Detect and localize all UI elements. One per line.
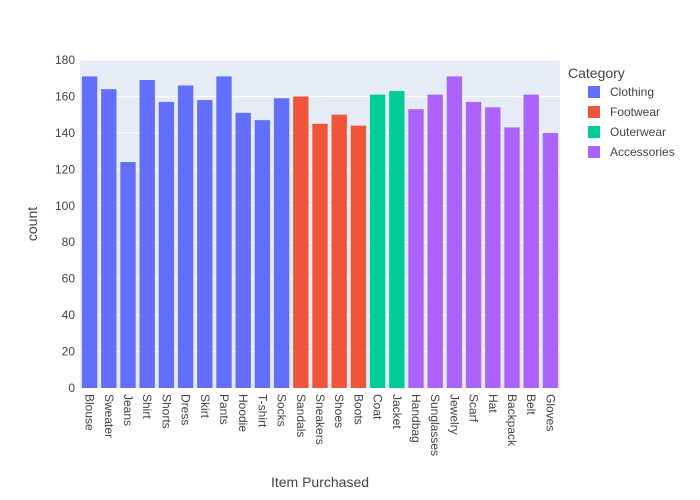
bar-pants[interactable] [216, 76, 232, 389]
bar-t-shirt[interactable] [254, 120, 271, 388]
bar-jewelry[interactable] [446, 76, 463, 389]
x-axis-title: Item Purchased [271, 474, 369, 490]
x-tick-label: Boots [351, 394, 365, 425]
x-tick-label: Hat [486, 394, 500, 413]
x-axis-ticks: Blouse Sweater Jeans Shirt Shorts Dress Skirt P… [83, 394, 558, 456]
y-tick-label: 20 [62, 345, 76, 359]
legend-label-footwear[interactable]: Footwear [610, 105, 660, 119]
y-tick-label: 80 [62, 235, 76, 249]
x-tick-label: Skirt [198, 394, 212, 419]
x-tick-label: T-shirt [255, 394, 269, 428]
y-tick-label: 40 [62, 308, 76, 322]
bar-scarf[interactable] [465, 101, 482, 389]
x-tick-label: Sweater [102, 394, 116, 438]
legend-title: Category [568, 65, 625, 81]
x-tick-label: Sandals [294, 394, 308, 437]
bar-jacket[interactable] [389, 90, 405, 388]
x-tick-label: Jacket [390, 394, 404, 429]
x-tick-label: Shoes [332, 394, 346, 428]
bar-blouse[interactable] [81, 76, 98, 389]
x-tick-label: Shirt [140, 394, 154, 419]
bar-sunglasses[interactable] [427, 94, 443, 388]
bar-dress[interactable] [177, 85, 194, 388]
y-tick-label: 60 [62, 272, 76, 286]
bar-shirt[interactable] [139, 80, 155, 389]
y-tick-label: 120 [55, 162, 75, 176]
bar-gloves[interactable] [542, 132, 559, 388]
y-axis-ticks: 0 20 40 60 80 100 120 140 160 180 [55, 53, 75, 395]
bar-sandals[interactable] [293, 96, 309, 388]
legend-label-outerwear[interactable]: Outerwear [610, 125, 666, 139]
legend-swatch-footwear[interactable] [588, 106, 600, 118]
bar-belt[interactable] [523, 94, 539, 388]
bar-handbag[interactable] [408, 109, 424, 388]
x-tick-label: Jeans [121, 394, 135, 426]
legend-swatch-outerwear[interactable] [588, 126, 600, 138]
x-tick-label: Gloves [543, 394, 557, 431]
x-tick-label: Belt [524, 394, 538, 415]
bar-shorts[interactable] [158, 101, 175, 389]
y-tick-label: 0 [68, 381, 75, 395]
x-tick-label: Dress [179, 394, 193, 425]
legend-label-clothing[interactable]: Clothing [610, 85, 654, 99]
x-tick-label: Sneakers [313, 394, 327, 445]
x-tick-label: Pants [217, 394, 231, 425]
legend: Category Clothing Footwear Outerwear Access… [568, 65, 675, 159]
legend-swatch-accessories[interactable] [588, 146, 600, 158]
bar-backpack[interactable] [504, 127, 520, 388]
x-tick-label: Blouse [83, 394, 97, 431]
bar-socks[interactable] [273, 98, 290, 389]
bar-hoodie[interactable] [235, 112, 251, 388]
y-tick-label: 180 [55, 53, 75, 67]
x-tick-label: Socks [275, 394, 289, 427]
bar-jeans[interactable] [120, 162, 136, 388]
legend-label-accessories[interactable]: Accessories [610, 145, 675, 159]
x-tick-label: Coat [371, 394, 385, 420]
bar-sweater[interactable] [101, 89, 117, 389]
x-tick-label: Handbag [409, 394, 423, 443]
legend-swatch-clothing[interactable] [588, 86, 600, 98]
bar-coat[interactable] [369, 94, 386, 388]
x-tick-label: Backpack [505, 394, 519, 447]
bar-shoes[interactable] [331, 114, 347, 389]
y-tick-label: 100 [55, 199, 75, 213]
bar-skirt[interactable] [197, 100, 213, 388]
bar-boots[interactable] [350, 125, 367, 388]
x-tick-label: Jewelry [447, 394, 461, 435]
x-tick-label: Sunglasses [428, 394, 442, 456]
y-tick-label: 140 [55, 126, 75, 140]
bar-hat[interactable] [485, 107, 501, 388]
y-tick-label: 160 [55, 89, 75, 103]
bar-sneakers[interactable] [312, 123, 328, 389]
y-axis-title: count [24, 207, 40, 241]
bars [81, 76, 559, 389]
x-tick-label: Scarf [467, 394, 481, 423]
x-tick-label: Hoodie [236, 394, 250, 432]
x-tick-label: Shorts [159, 394, 173, 429]
